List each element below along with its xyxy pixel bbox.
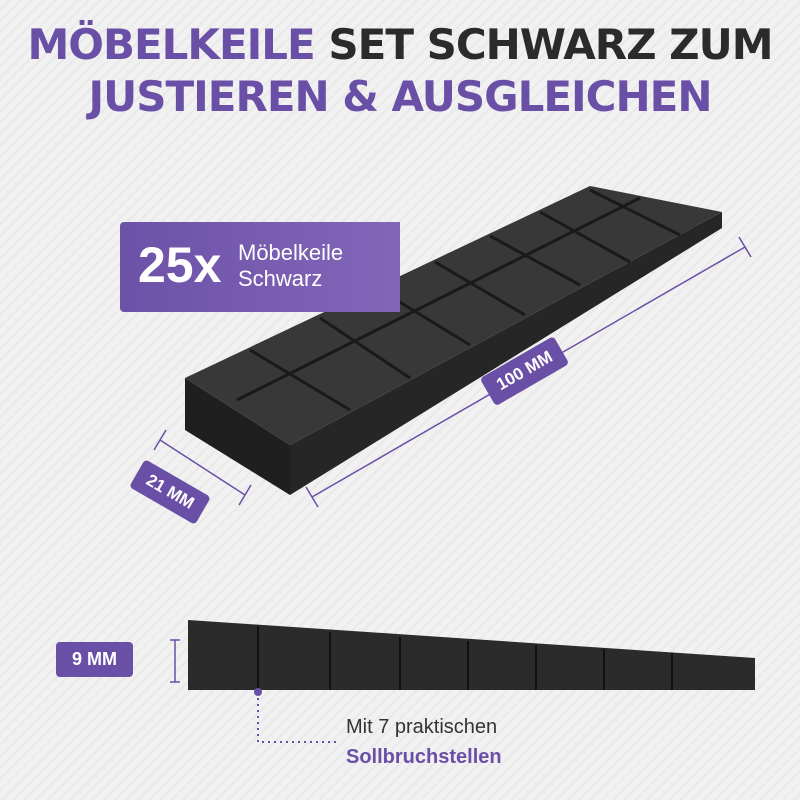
- note-line-2: Sollbruchstellen: [346, 746, 502, 768]
- headline-line-1: MÖBELKEILE SET SCHWARZ ZUM: [0, 20, 800, 70]
- headline-dark: SET SCHWARZ ZUM: [328, 20, 773, 69]
- quantity-label: Möbelkeile Schwarz: [238, 240, 343, 292]
- wedge-top-view: [185, 186, 722, 495]
- badge-line-1: Möbelkeile: [238, 240, 344, 265]
- breakpoint-note: Mit 7 praktischen Sollbruchstellen: [346, 712, 502, 772]
- headline-line-2: JUSTIEREN & AUSGLEICHEN: [88, 72, 713, 121]
- badge-line-2: Schwarz: [238, 266, 323, 291]
- quantity-count: 25x: [138, 237, 222, 293]
- quantity-badge: 25x Möbelkeile Schwarz: [120, 222, 400, 312]
- height-bracket: [170, 639, 180, 683]
- height-label: 9 MM: [56, 642, 133, 677]
- callout-dotted-line: [254, 688, 336, 743]
- wedge-side-view: [188, 620, 755, 690]
- note-line-1: Mit 7 praktischen: [346, 716, 498, 738]
- width-dimension-line: [153, 429, 252, 506]
- headline-accent: MÖBELKEILE: [27, 20, 315, 69]
